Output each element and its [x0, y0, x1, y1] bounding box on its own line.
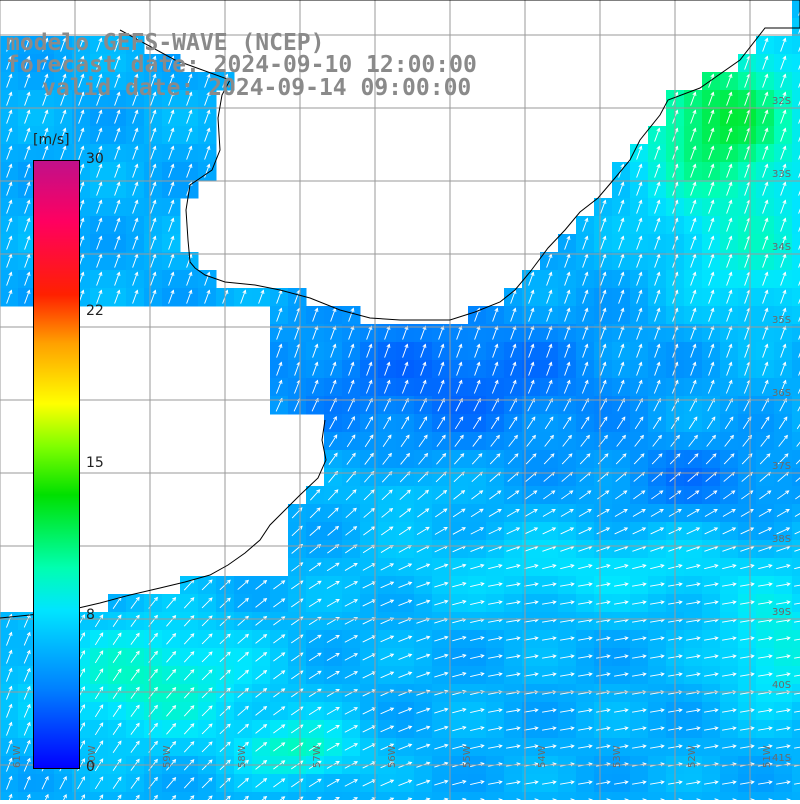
- wind-speed-cell: [342, 792, 361, 800]
- colorbar-scale: [33, 160, 80, 769]
- wind-speed-cell: [792, 0, 800, 19]
- wind-speed-cell: [792, 360, 800, 379]
- wind-speed-cell: [792, 108, 800, 127]
- colorbar-tick-0: 0: [86, 759, 95, 775]
- wind-speed-cell: [306, 792, 325, 800]
- colorbar-tick-15: 15: [86, 455, 104, 471]
- wind-speed-cell: [792, 342, 800, 361]
- colorbar-tick-8: 8: [86, 607, 95, 623]
- lat-label: 33S: [772, 169, 791, 180]
- colorbar-tick-30: 30: [86, 151, 104, 167]
- wind-speed-cell: [738, 792, 757, 800]
- lat-label: 41S: [772, 753, 791, 764]
- wind-speed-cell: [612, 792, 631, 800]
- wind-speed-cell: [792, 180, 800, 199]
- lat-label: 32S: [772, 96, 791, 107]
- wind-speed-cell: [792, 378, 800, 397]
- lon-label: 51W: [762, 745, 773, 768]
- wind-speed-cell: [792, 306, 800, 325]
- wind-speed-cell: [504, 792, 523, 800]
- lon-label: 59W: [162, 745, 173, 768]
- lat-label: 34S: [772, 242, 791, 253]
- wind-speed-cell: [54, 792, 73, 800]
- lon-label: 58W: [237, 745, 248, 768]
- wind-speed-cell: [594, 792, 613, 800]
- wind-speed-cell: [720, 792, 739, 800]
- lon-label: 57W: [312, 745, 323, 768]
- wind-speed-cell: [792, 396, 800, 415]
- wind-speed-cell: [792, 198, 800, 217]
- wind-speed-cell: [792, 252, 800, 271]
- valid-date: valid date: 2024-09-14 09:00:00: [42, 75, 471, 101]
- wind-speed-cell: [486, 792, 505, 800]
- wind-speed-cell: [126, 792, 145, 800]
- wind-speed-cell: [792, 450, 800, 469]
- wind-speed-cell: [792, 468, 800, 487]
- wind-speed-cell: [324, 792, 343, 800]
- wind-speed-cell: [792, 72, 800, 91]
- lat-label: 36S: [772, 388, 791, 399]
- wind-speed-cell: [774, 792, 793, 800]
- lat-label: 40S: [772, 680, 791, 691]
- lon-label: 55W: [462, 745, 473, 768]
- lat-label: 35S: [772, 315, 791, 326]
- colorbar-tick-22: 22: [86, 303, 104, 319]
- colorbar-unit: [m/s]: [33, 132, 70, 148]
- wind-speed-cell: [252, 792, 271, 800]
- wind-speed-cell: [792, 792, 800, 800]
- wind-speed-cell: [180, 792, 199, 800]
- lat-label: 37S: [772, 461, 791, 472]
- wind-speed-cell: [756, 792, 775, 800]
- wind-speed-cell: [360, 792, 379, 800]
- wind-speed-cell: [558, 792, 577, 800]
- wind-speed-cell: [648, 792, 667, 800]
- lon-label: 52W: [687, 745, 698, 768]
- wind-speed-cell: [792, 270, 800, 289]
- lat-label: 38S: [772, 534, 791, 545]
- wind-speed-cell: [576, 792, 595, 800]
- wind-speed-cell: [792, 126, 800, 145]
- wind-speed-cell: [792, 216, 800, 235]
- wind-speed-cell: [684, 792, 703, 800]
- wind-speed-cell: [702, 792, 721, 800]
- wind-speed-cell: [792, 90, 800, 109]
- wind-speed-cell: [288, 792, 307, 800]
- lon-label: 61W: [12, 745, 23, 768]
- wind-speed-cell: [36, 792, 55, 800]
- wind-speed-cell: [792, 432, 800, 451]
- wind-speed-cell: [792, 414, 800, 433]
- wind-speed-cell: [540, 792, 559, 800]
- wind-speed-cell: [792, 144, 800, 163]
- wind-speed-cell: [144, 792, 163, 800]
- lon-label: 54W: [537, 745, 548, 768]
- wind-speed-cell: [162, 792, 181, 800]
- wind-speed-cell: [270, 792, 289, 800]
- wind-speed-cell: [234, 792, 253, 800]
- lon-label: 56W: [387, 745, 398, 768]
- wind-speed-cell: [792, 504, 800, 523]
- lat-label: 39S: [772, 607, 791, 618]
- wind-speed-cell: [792, 162, 800, 181]
- wind-speed-cell: [468, 792, 487, 800]
- wind-speed-cell: [792, 234, 800, 253]
- wind-speed-cell: [792, 54, 800, 73]
- wind-speed-cell: [792, 540, 800, 559]
- wind-speed-cell: [198, 792, 217, 800]
- wind-speed-cell: [792, 36, 800, 55]
- wind-speed-cell: [792, 18, 800, 37]
- wind-speed-cell: [630, 792, 649, 800]
- lon-label: 53W: [612, 745, 623, 768]
- wind-speed-cell: [90, 792, 109, 800]
- wind-speed-cell: [792, 522, 800, 541]
- wind-speed-cell: [378, 792, 397, 800]
- wind-speed-cell: [792, 288, 800, 307]
- wind-speed-cell: [108, 792, 127, 800]
- wind-speed-cell: [792, 486, 800, 505]
